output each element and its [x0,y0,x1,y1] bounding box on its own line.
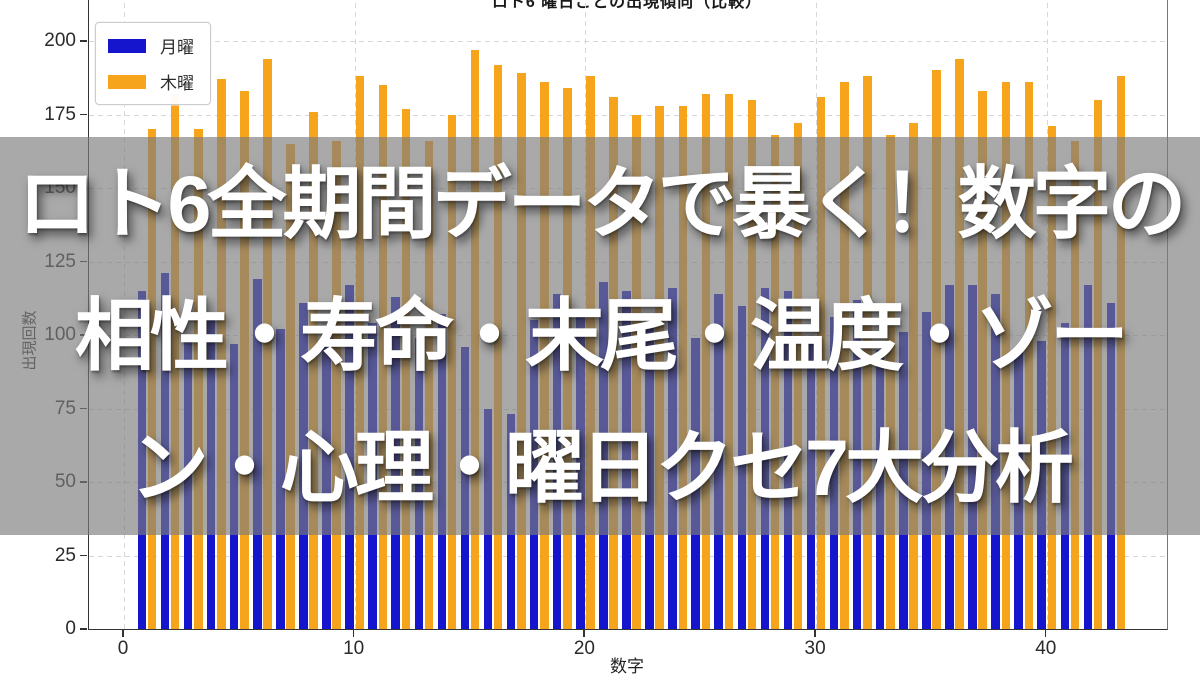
x-tick-mark [1044,630,1047,637]
legend-item-monday: 月曜 [108,33,194,58]
legend-item-thursday: 木曜 [108,69,194,94]
x-tick-label: 10 [343,638,365,659]
legend: 月曜 木曜 [95,22,211,105]
x-tick-label: 40 [1035,638,1057,659]
x-tick-mark [583,630,585,637]
y-tick-mark [80,554,87,556]
y-tick-label: 200 [44,30,76,51]
y-tick-label: 0 [65,618,76,639]
headline-line-3: ン・心理・曜日クセ7大分析 [130,423,1074,512]
y-tick-label: 25 [54,544,76,566]
legend-label-thursday: 木曜 [160,74,194,93]
thursday-color-swatch [108,74,146,89]
x-tick-label: 30 [804,638,826,659]
y-tick-mark [80,113,87,115]
gridline-h [89,114,1167,116]
y-tick-label: 175 [44,103,76,125]
x-tick-label: 20 [573,638,595,659]
x-axis-title: 数字 [610,657,644,675]
x-tick-mark [814,630,816,637]
x-tick-label: 0 [117,638,129,659]
chart-title: ロト6 曜日ごとの出現傾向（比較） [491,0,763,11]
headline-line-2: 相性・寿命・末尾・温度・ゾー [75,291,1129,380]
headline-line-1: ロト6全期間データで暴く！数字の [17,159,1187,248]
legend-label-monday: 月曜 [160,38,194,57]
x-tick-mark [352,630,355,637]
gridline-h [89,41,1167,42]
y-tick-mark [80,628,87,630]
headline-overlay-band: ロト6全期間データで暴く！数字の 相性・寿命・末尾・温度・ゾー ン・心理・曜日ク… [0,137,1200,535]
y-tick-mark [80,40,87,42]
x-tick-mark [122,630,124,637]
monday-color-swatch [108,38,146,53]
